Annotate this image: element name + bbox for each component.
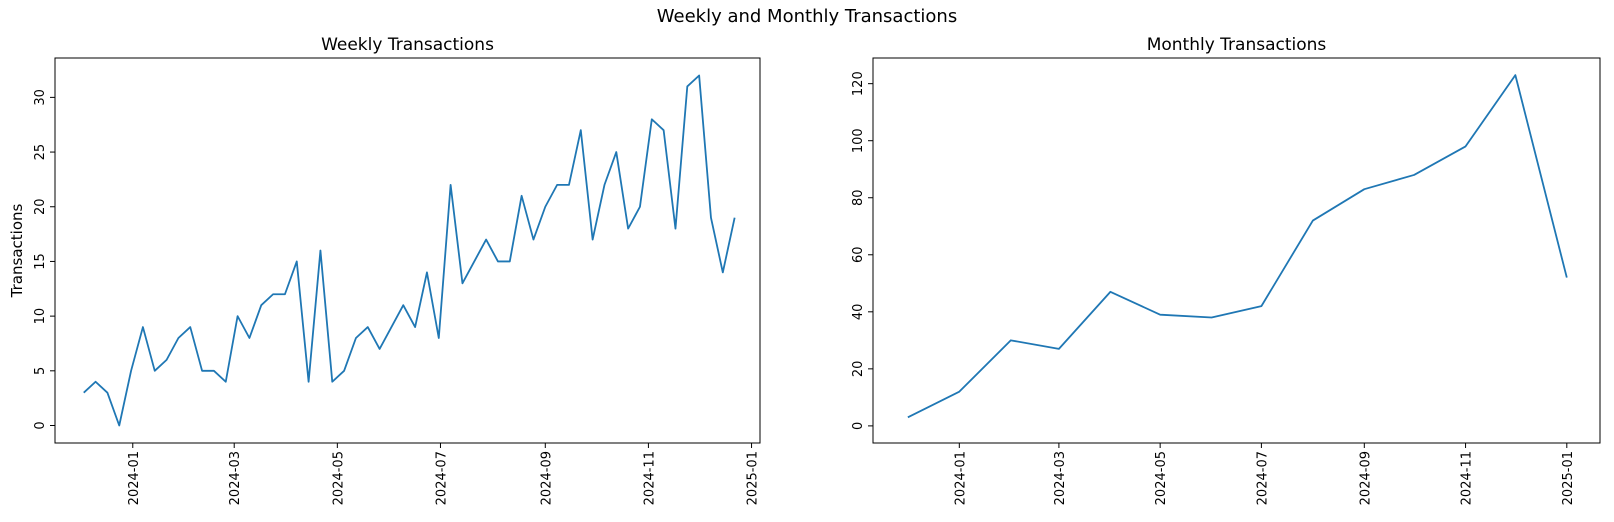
axes-frame bbox=[54, 57, 761, 444]
x-tick-label: 2024-03 bbox=[1053, 451, 1068, 505]
y-tick-label: 15 bbox=[33, 253, 48, 270]
subplot-2: Monthly Transactions 2024-01 2024-03 2024-0… bbox=[851, 35, 1601, 505]
subplot-title: Weekly Transactions bbox=[321, 35, 494, 55]
x-tick-label: 2024-09 bbox=[1358, 451, 1373, 505]
x-tick-label: 2024-05 bbox=[1154, 451, 1169, 505]
y-tick-label: 30 bbox=[33, 89, 48, 106]
y-tick-label: 0 bbox=[851, 422, 866, 430]
y-tick-label: 5 bbox=[33, 367, 48, 375]
x-tick-label: 2024-09 bbox=[539, 451, 554, 505]
y-tick-label: 120 bbox=[851, 71, 866, 96]
y-tick-label: 60 bbox=[851, 247, 866, 264]
x-tick-label: 2025-01 bbox=[746, 451, 761, 505]
x-tick-label: 2024-11 bbox=[642, 451, 657, 505]
series-line-1 bbox=[907, 74, 1568, 419]
x-tick-label: 2025-01 bbox=[1561, 451, 1576, 505]
axes-frame bbox=[872, 57, 1601, 444]
y-tick-label: 0 bbox=[33, 421, 48, 429]
x-tick-label: 2024-01 bbox=[953, 451, 968, 505]
x-tick-label: 2024-03 bbox=[228, 451, 243, 505]
x-tick-label: 2024-07 bbox=[434, 451, 449, 505]
x-tick-label: 2024-01 bbox=[127, 451, 142, 505]
x-tick-label: 2024-05 bbox=[331, 451, 346, 505]
subplot-1: Weekly Transactions Transactions 2024-01 20… bbox=[8, 35, 761, 505]
series-line-1 bbox=[83, 74, 736, 427]
y-tick-label: 80 bbox=[851, 189, 866, 206]
x-tick-label: 2024-07 bbox=[1255, 451, 1270, 505]
y-tick-label: 25 bbox=[33, 144, 48, 161]
y-tick-label: 40 bbox=[851, 304, 866, 321]
y-tick-label: 20 bbox=[33, 198, 48, 215]
subplot-title: Monthly Transactions bbox=[1147, 35, 1327, 55]
y-axis-label: Transactions bbox=[8, 204, 26, 299]
x-tick-label: 2024-11 bbox=[1460, 451, 1475, 505]
y-tick-label: 20 bbox=[851, 361, 866, 378]
y-tick-label: 10 bbox=[33, 308, 48, 325]
figure-title: Weekly and Monthly Transactions bbox=[656, 6, 958, 27]
y-tick-label: 100 bbox=[851, 128, 866, 153]
